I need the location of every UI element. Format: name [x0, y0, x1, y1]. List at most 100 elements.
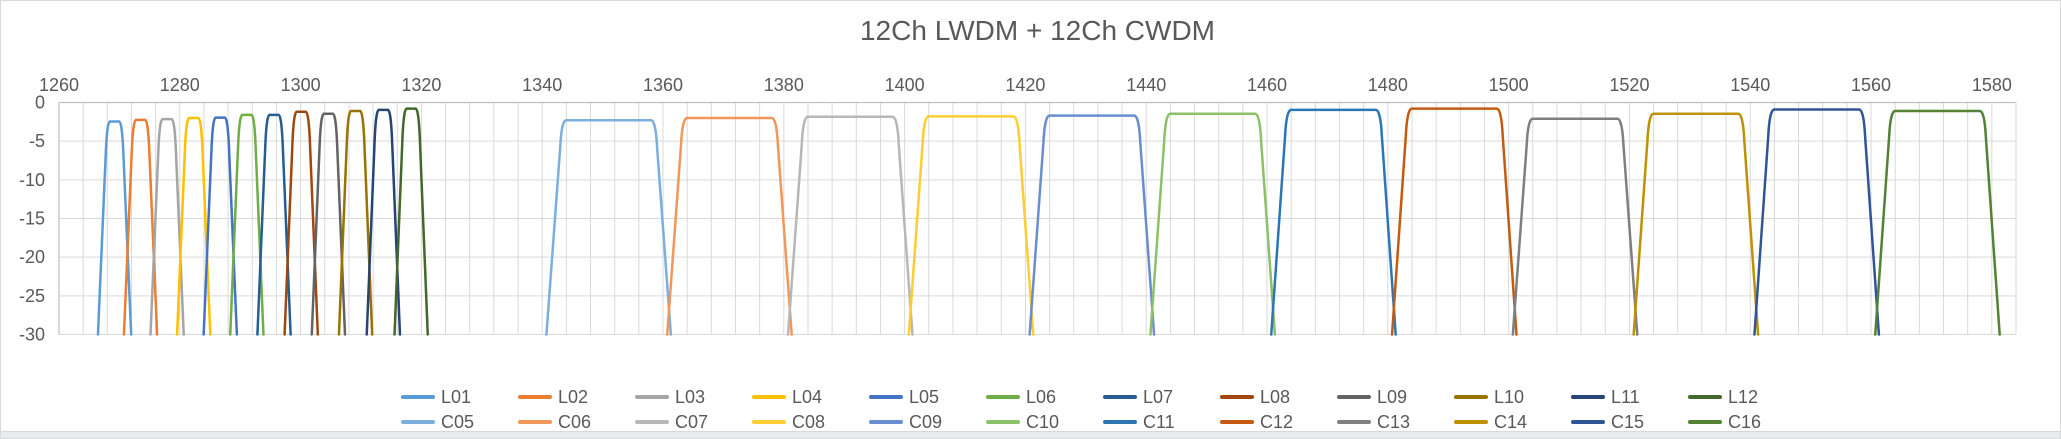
legend-line-swatch	[1688, 420, 1722, 424]
legend-row-cwdm: C05 C06 C07 C08 C09 C10 C11 C12 C13 C14 C15 C16	[401, 412, 1805, 432]
legend-line-swatch	[635, 395, 669, 399]
legend-item-C16[interactable]: C16	[1688, 412, 1805, 432]
legend-label: L08	[1260, 387, 1291, 407]
legend-item-C05[interactable]: C05	[401, 412, 518, 432]
legend-label: C08	[792, 412, 826, 432]
series-curve-L05[interactable]	[202, 116, 239, 336]
legend-item-L04[interactable]: L04	[752, 388, 869, 406]
series-curve-L08[interactable]	[283, 110, 320, 336]
legend-line-swatch	[401, 395, 435, 399]
legend-item-C10[interactable]: C10	[986, 412, 1103, 432]
legend-label: C11	[1143, 412, 1175, 432]
legend-line-swatch	[401, 420, 435, 424]
series-curve-C11[interactable]	[1270, 108, 1397, 336]
series-curve-L06[interactable]	[228, 113, 265, 336]
series-curve-C05[interactable]	[545, 119, 673, 336]
y-tick-label: -20	[19, 247, 45, 267]
legend-label: L07	[1143, 387, 1174, 407]
legend-item-L01[interactable]: L01	[401, 388, 518, 406]
legend-item-L10[interactable]: L10	[1454, 387, 1571, 407]
legend-item-L03[interactable]: L03	[635, 388, 752, 406]
legend-line-swatch	[1337, 420, 1371, 424]
x-tick-label: 1360	[643, 75, 683, 95]
x-tick-label: 1400	[885, 75, 925, 95]
legend-line-swatch	[1103, 395, 1137, 399]
y-tick-label: -30	[19, 325, 45, 345]
legend-label: L12	[1728, 387, 1759, 407]
legend-line-swatch	[1337, 395, 1371, 399]
legend-line-swatch	[869, 395, 903, 399]
legend-item-C14[interactable]: C14	[1454, 412, 1571, 432]
legend-label: C10	[1026, 412, 1060, 432]
x-tick-label: 1320	[401, 75, 441, 95]
legend-item-C06[interactable]: C06	[518, 412, 635, 432]
legend-item-L11[interactable]: L11	[1571, 387, 1688, 407]
series-curve-L04[interactable]	[175, 116, 212, 336]
legend-item-L05[interactable]: L05	[869, 388, 986, 406]
series-curve-L10[interactable]	[337, 109, 374, 336]
plot-area[interactable]: 1260 1280 1300 1320 1340 1360 1380 1400 1420 1440…	[1, 1, 2061, 376]
legend-item-C08[interactable]: C08	[752, 412, 869, 432]
series-curve-L01[interactable]	[96, 120, 133, 336]
series-curve-C06[interactable]	[665, 116, 793, 336]
legend-label: C06	[558, 412, 592, 432]
x-tick-label: 1340	[522, 75, 562, 95]
series-curve-L12[interactable]	[393, 107, 429, 336]
legend-line-swatch	[518, 395, 552, 399]
legend-label: C16	[1728, 412, 1762, 432]
series-curve-C14[interactable]	[1632, 112, 1760, 336]
legend-label: L11	[1611, 387, 1640, 407]
y-tick-label: -15	[19, 209, 45, 229]
series-curve-C10[interactable]	[1149, 112, 1277, 336]
series-curve-L02[interactable]	[122, 118, 159, 336]
legend-item-C09[interactable]: C09	[869, 413, 986, 431]
series-curve-C12[interactable]	[1390, 107, 1518, 336]
legend-item-L06[interactable]: L06	[986, 388, 1103, 406]
series-curve-L03[interactable]	[149, 117, 185, 336]
legend-item-L09[interactable]: L09	[1337, 387, 1454, 407]
legend-item-L07[interactable]: L07	[1103, 387, 1220, 407]
legend-label: C14	[1494, 412, 1528, 432]
legend-item-C07[interactable]: C07	[635, 413, 752, 431]
legend-item-C12[interactable]: C12	[1220, 413, 1337, 431]
legend-item-C15[interactable]: C15	[1571, 412, 1688, 432]
series-curve-L09[interactable]	[310, 112, 347, 336]
legend-line-swatch	[986, 420, 1020, 424]
x-tick-label: 1260	[39, 75, 79, 95]
legend-label: C05	[441, 412, 475, 432]
x-tick-label: 1420	[1005, 75, 1045, 95]
x-tick-label: 1440	[1126, 75, 1166, 95]
legend-line-swatch	[1454, 420, 1488, 424]
series-curve-C13[interactable]	[1511, 117, 1639, 336]
legend-label: L10	[1494, 387, 1525, 407]
y-tick-label: 0	[35, 93, 45, 113]
x-tick-label: 1540	[1730, 75, 1770, 95]
x-tick-label: 1300	[281, 75, 321, 95]
legend-label: L09	[1377, 387, 1408, 407]
series-curve-L11[interactable]	[365, 108, 402, 336]
legend-item-C13[interactable]: C13	[1337, 412, 1454, 432]
series-curve-C07[interactable]	[786, 115, 914, 336]
x-tick-label: 1280	[160, 75, 200, 95]
series-curve-C08[interactable]	[907, 115, 1035, 336]
series-curve-C15[interactable]	[1753, 108, 1881, 336]
legend-label: C13	[1377, 412, 1411, 432]
series-curve-L07[interactable]	[256, 113, 292, 336]
legend-line-swatch	[635, 420, 669, 424]
series-curve-C16[interactable]	[1874, 109, 2001, 336]
chart-title: 12Ch LWDM + 12Ch CWDM	[859, 15, 1215, 46]
legend-item-L08[interactable]: L08	[1220, 387, 1337, 407]
series-curve-C09[interactable]	[1028, 114, 1156, 336]
legend-item-L02[interactable]: L02	[518, 388, 635, 406]
legend-line-swatch	[1220, 395, 1254, 399]
x-tick-label: 1520	[1609, 75, 1649, 95]
legend-line-swatch	[518, 420, 552, 424]
legend-line-swatch	[752, 420, 786, 424]
legend-item-C11[interactable]: C11	[1103, 412, 1220, 432]
legend-line-swatch	[1103, 420, 1137, 424]
x-tick-label: 1480	[1368, 75, 1408, 95]
x-tick-label: 1580	[1972, 75, 2012, 95]
legend-item-L12[interactable]: L12	[1688, 387, 1805, 407]
legend-label: C15	[1611, 412, 1645, 432]
